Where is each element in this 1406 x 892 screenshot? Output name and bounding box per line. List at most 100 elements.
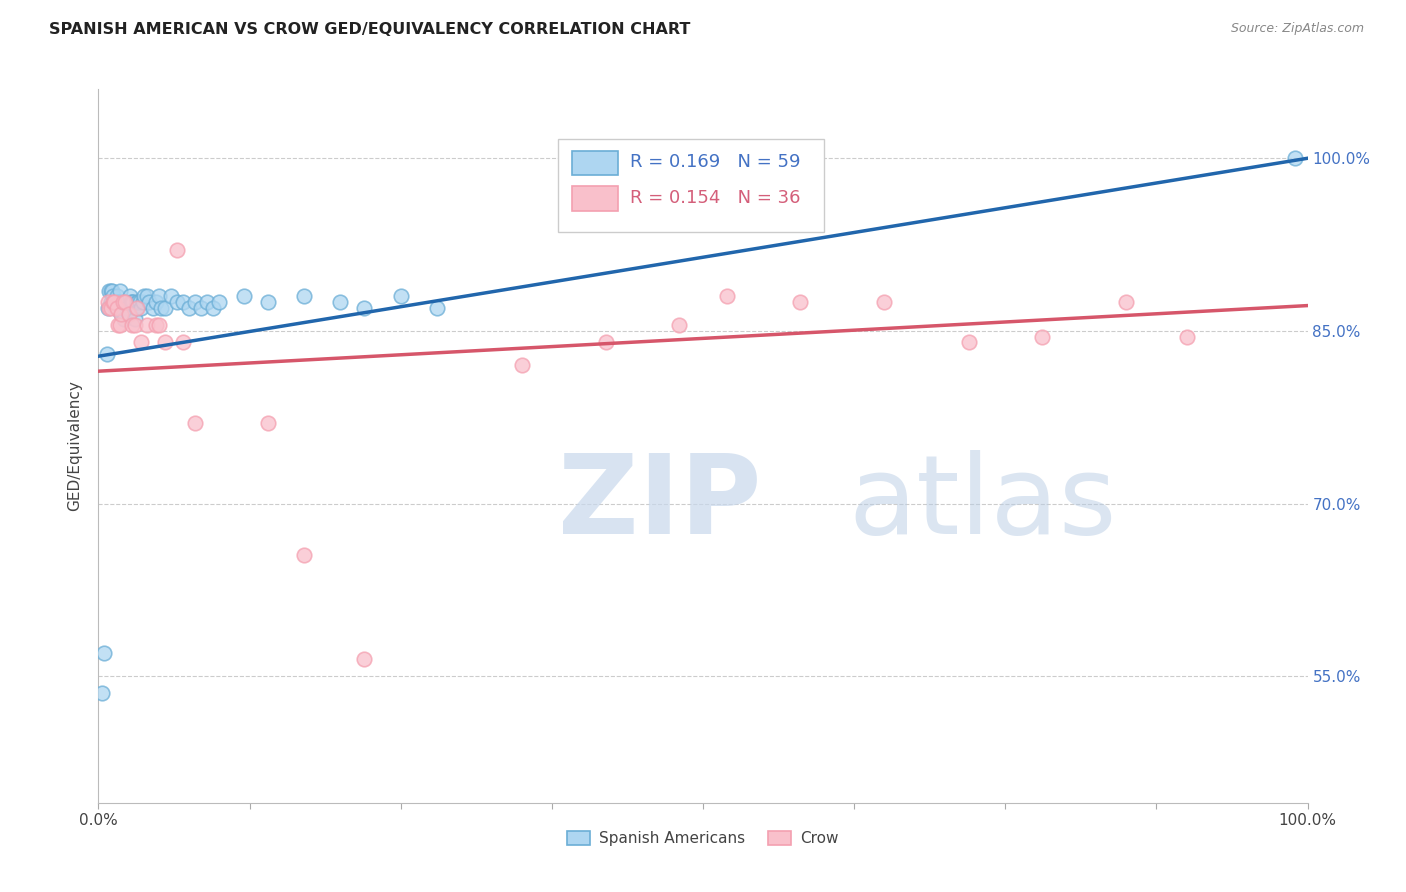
Text: atlas: atlas <box>848 450 1116 557</box>
Point <box>232 289 254 303</box>
Point <box>129 335 152 350</box>
Point <box>256 295 278 310</box>
Point <box>1175 329 1198 343</box>
Point <box>292 549 315 563</box>
Point <box>172 335 194 350</box>
Point <box>108 295 131 310</box>
Point <box>98 301 121 315</box>
Point <box>135 289 157 303</box>
Point <box>112 312 135 326</box>
Point <box>127 301 149 315</box>
Point <box>153 301 176 315</box>
Point <box>179 301 201 315</box>
Point <box>118 289 141 303</box>
Point <box>1115 295 1137 310</box>
Point <box>108 301 131 315</box>
Point <box>353 652 375 666</box>
Y-axis label: GED/Equivalency: GED/Equivalency <box>67 381 83 511</box>
Text: R = 0.154   N = 36: R = 0.154 N = 36 <box>630 189 801 207</box>
Point <box>100 295 122 310</box>
Point <box>148 289 170 303</box>
Point <box>111 295 134 310</box>
Point <box>957 335 980 350</box>
Point <box>114 295 136 310</box>
Point <box>292 289 315 303</box>
Point <box>129 301 152 315</box>
Point <box>122 295 145 310</box>
Point <box>127 295 149 310</box>
FancyBboxPatch shape <box>572 151 619 175</box>
Point <box>111 307 134 321</box>
Text: R = 0.169   N = 59: R = 0.169 N = 59 <box>630 153 801 171</box>
Point <box>125 301 148 315</box>
Point <box>115 295 138 310</box>
Point <box>668 318 690 333</box>
Point <box>100 284 122 298</box>
Point <box>329 295 352 310</box>
Point <box>166 244 188 258</box>
Point <box>120 295 142 310</box>
Point <box>105 289 128 303</box>
Point <box>148 318 170 333</box>
FancyBboxPatch shape <box>572 186 619 211</box>
Point <box>97 301 120 315</box>
FancyBboxPatch shape <box>558 139 824 232</box>
Point <box>108 318 131 333</box>
Point <box>202 301 225 315</box>
Point <box>145 318 167 333</box>
Point <box>256 416 278 430</box>
Point <box>208 295 231 310</box>
Point <box>150 301 173 315</box>
Point <box>100 284 122 298</box>
Point <box>107 318 129 333</box>
Point <box>510 359 533 373</box>
Point <box>98 284 121 298</box>
Point <box>121 318 143 333</box>
Point <box>101 289 124 303</box>
Point <box>166 295 188 310</box>
Point <box>96 347 118 361</box>
Point <box>114 295 136 310</box>
Point <box>91 686 114 700</box>
Point <box>138 295 160 310</box>
Point <box>1031 329 1053 343</box>
Point <box>134 289 156 303</box>
Point <box>132 295 155 310</box>
Point <box>789 295 811 310</box>
Point <box>1284 151 1306 165</box>
Point <box>160 289 183 303</box>
Point <box>100 301 122 315</box>
Point <box>172 295 194 310</box>
Point <box>117 301 139 315</box>
Point <box>135 318 157 333</box>
Point <box>145 295 167 310</box>
Point <box>108 284 131 298</box>
Point <box>118 307 141 321</box>
Point <box>353 301 375 315</box>
Point <box>93 646 115 660</box>
Point <box>716 289 738 303</box>
Point <box>389 289 412 303</box>
Point <box>121 295 143 310</box>
Point <box>184 295 207 310</box>
Text: SPANISH AMERICAN VS CROW GED/EQUIVALENCY CORRELATION CHART: SPANISH AMERICAN VS CROW GED/EQUIVALENCY… <box>49 22 690 37</box>
Point <box>426 301 449 315</box>
Point <box>124 312 146 326</box>
Legend: Spanish Americans, Crow: Spanish Americans, Crow <box>561 825 845 852</box>
Point <box>153 335 176 350</box>
Text: ZIP: ZIP <box>558 450 761 557</box>
Text: Source: ZipAtlas.com: Source: ZipAtlas.com <box>1230 22 1364 36</box>
Point <box>110 307 132 321</box>
Point <box>105 301 128 315</box>
Point <box>190 301 212 315</box>
Point <box>128 295 150 310</box>
Point <box>118 307 141 321</box>
Point <box>127 295 149 310</box>
Point <box>873 295 896 310</box>
Point <box>97 295 120 310</box>
Point <box>184 416 207 430</box>
Point <box>195 295 218 310</box>
Point <box>124 318 146 333</box>
Point <box>107 295 129 310</box>
Point <box>103 295 125 310</box>
